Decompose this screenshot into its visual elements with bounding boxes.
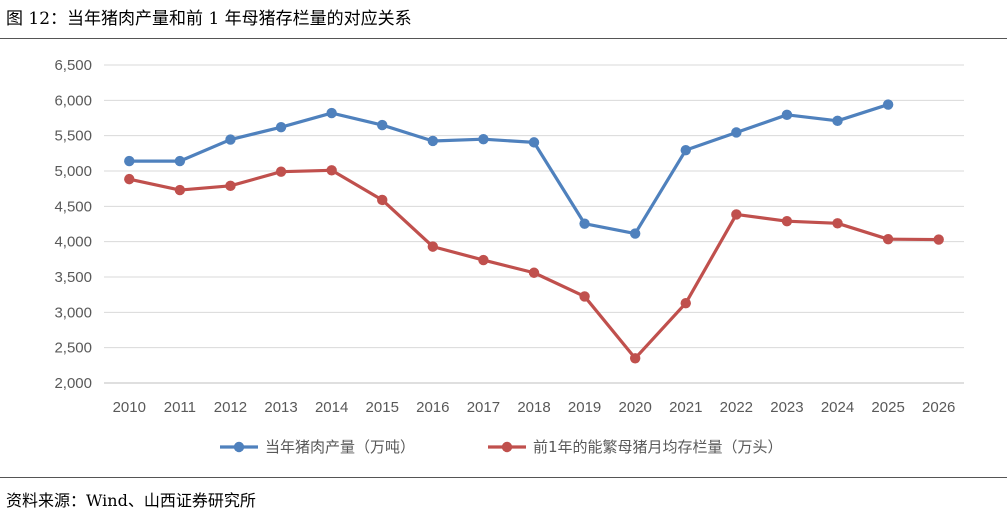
y-axis-ticks: 2,000 2,500 3,000 3,500 4,000 4,500 5,000 5,500… — [54, 57, 92, 392]
data-point-series-1 — [528, 137, 540, 148]
line-chart: 2,000 2,500 3,000 3,500 4,000 4,500 5,000 5,500… — [54, 57, 964, 456]
x-tick-label: 2011 — [164, 399, 196, 416]
x-tick-label: 2010 — [113, 399, 146, 416]
series-markers — [124, 99, 944, 364]
legend-label: 当年猪肉产量（万吨） — [265, 438, 415, 456]
data-point-series-1 — [629, 228, 641, 239]
x-tick-label: 2022 — [720, 399, 753, 416]
data-point-series-2 — [882, 233, 894, 245]
y-tick-label: 6,500 — [54, 57, 92, 74]
x-tick-label: 2024 — [821, 399, 854, 416]
data-point-series-1 — [680, 144, 691, 156]
data-point-series-1 — [832, 115, 843, 127]
x-tick-label: 2021 — [669, 399, 702, 416]
legend-swatch-marker — [501, 441, 513, 453]
data-point-series-2 — [579, 291, 590, 302]
x-tick-label: 2017 — [467, 399, 500, 416]
data-point-series-1 — [579, 218, 590, 229]
grid-lines — [104, 64, 964, 384]
y-tick-label: 4,000 — [54, 234, 92, 251]
data-point-series-2 — [377, 194, 388, 206]
x-tick-label: 2020 — [618, 399, 651, 416]
legend-swatch-marker — [233, 441, 245, 453]
y-tick-label: 2,500 — [54, 340, 92, 357]
source-note: 资料来源：Wind、山西证券研究所 — [6, 491, 256, 510]
data-point-series-1 — [124, 155, 135, 167]
data-point-series-2 — [528, 267, 540, 278]
data-point-series-1 — [225, 134, 236, 145]
data-point-series-1 — [377, 119, 388, 131]
y-tick-label: 4,500 — [54, 198, 92, 215]
data-point-series-1 — [731, 127, 742, 138]
x-tick-label: 2019 — [568, 399, 601, 416]
y-tick-label: 3,500 — [54, 269, 92, 286]
data-point-series-2 — [275, 166, 287, 177]
top-rule — [0, 38, 1007, 39]
data-point-series-1 — [478, 134, 489, 145]
bottom-rule — [0, 477, 1007, 478]
y-tick-label: 5,500 — [54, 128, 92, 145]
x-tick-label: 2013 — [264, 399, 297, 416]
series-line-1 — [129, 103, 889, 236]
x-tick-label: 2023 — [770, 399, 803, 416]
figure-title: 图 12：当年猪肉产量和前 1 年母猪存栏量的对应关系 — [6, 9, 412, 29]
data-point-series-1 — [427, 135, 439, 147]
x-tick-label: 2015 — [366, 399, 399, 416]
data-point-series-2 — [933, 234, 944, 245]
data-point-series-2 — [225, 180, 236, 192]
y-tick-label: 6,000 — [54, 92, 92, 109]
x-tick-label: 2016 — [416, 399, 449, 416]
data-point-series-1 — [781, 109, 793, 121]
data-point-series-2 — [124, 173, 135, 185]
x-tick-label: 2025 — [871, 399, 904, 416]
data-point-series-2 — [731, 209, 742, 220]
data-point-series-2 — [680, 297, 691, 309]
data-point-series-1 — [174, 155, 186, 167]
x-tick-label: 2026 — [922, 399, 955, 416]
x-tick-label: 2014 — [315, 399, 348, 416]
data-point-series-2 — [427, 241, 439, 252]
x-axis-ticks: 2010 2011 2012 2013 2014 2015 2016 2017 2018 2019… — [113, 399, 956, 416]
data-point-series-2 — [832, 218, 843, 229]
y-tick-label: 5,000 — [54, 163, 92, 180]
y-tick-label: 3,000 — [54, 304, 92, 321]
data-point-series-2 — [174, 184, 186, 196]
data-point-series-1 — [326, 107, 337, 119]
data-point-series-2 — [629, 353, 641, 364]
data-point-series-2 — [478, 254, 489, 266]
data-point-series-1 — [882, 99, 894, 110]
y-tick-label: 2,000 — [54, 375, 92, 392]
data-point-series-2 — [781, 215, 793, 227]
data-point-series-1 — [275, 121, 287, 133]
legend-label: 前1年的能繁母猪月均存栏量（万头） — [533, 438, 783, 456]
legend: 当年猪肉产量（万吨） 前1年的能繁母猪月均存栏量（万头） — [220, 438, 783, 456]
series-line-2 — [128, 168, 939, 360]
x-tick-label: 2012 — [214, 399, 247, 416]
data-point-series-2 — [326, 165, 337, 176]
x-tick-label: 2018 — [517, 399, 550, 416]
